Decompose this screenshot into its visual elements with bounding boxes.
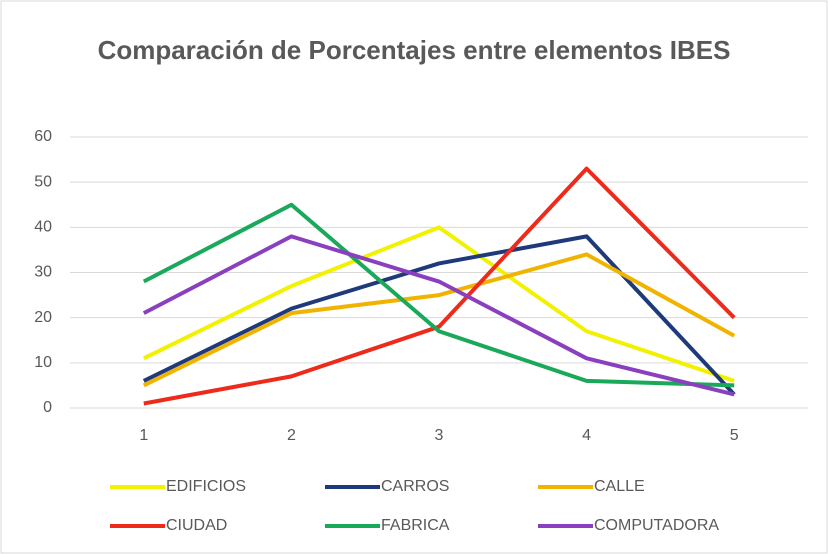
y-tick-label: 10 [34,354,52,371]
legend-label: FABRICA [381,517,450,534]
y-tick-label: 0 [43,399,52,416]
x-tick-label: 5 [730,427,739,444]
x-tick-label: 4 [582,427,591,444]
series-line [142,234,736,396]
x-tick-label: 1 [139,427,148,444]
legend-label: CARROS [381,478,449,495]
chart-title: Comparación de Porcentajes entre element… [97,35,731,65]
legend-label: CIUDAD [166,517,227,534]
legend-label: COMPUTADORA [594,517,719,534]
y-tick-label: 20 [34,309,52,326]
y-tick-label: 50 [34,173,52,190]
series-line [142,202,735,388]
legend-label: EDIFICIOS [166,478,246,495]
series-line [143,166,736,406]
series-line [142,225,735,383]
y-tick-label: 60 [34,128,52,145]
legend-label: CALLE [594,478,645,495]
series-line [142,252,736,388]
series-line [142,234,735,397]
x-tick-label: 2 [287,427,296,444]
y-tick-label: 30 [34,264,52,281]
y-tick-label: 40 [34,219,52,236]
x-tick-label: 3 [435,427,444,444]
